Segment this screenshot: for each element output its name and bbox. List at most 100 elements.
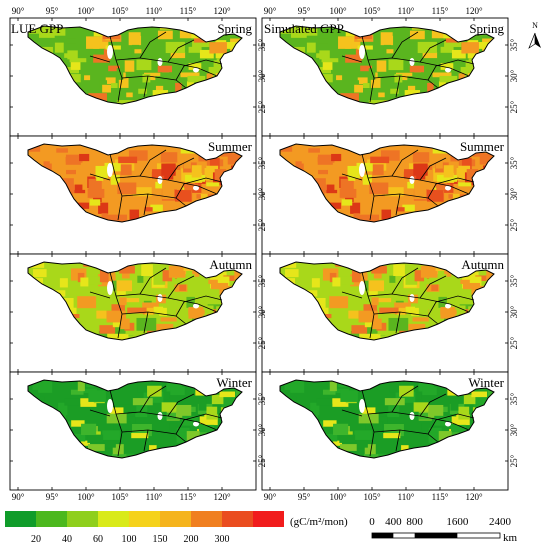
lat-tick-label: 25° xyxy=(257,336,267,349)
lat-tick-label: 35° xyxy=(509,392,519,405)
season-label-spring: Spring xyxy=(217,21,252,36)
season-label-summer: Summer xyxy=(460,139,505,154)
scalebar-label: 1600 xyxy=(446,516,469,528)
lon-tick-label: 120° xyxy=(465,492,483,502)
scalebar-label: 800 xyxy=(406,516,423,528)
lon-tick-label: 100° xyxy=(77,6,95,16)
lat-tick-label: 30° xyxy=(509,187,519,200)
map-panel-spring-simulated: Spring xyxy=(261,17,509,137)
season-label-spring: Spring xyxy=(469,21,504,36)
legend-swatch xyxy=(36,511,67,527)
scalebar-label: 0 xyxy=(369,516,375,528)
lon-tick-label: 120° xyxy=(465,6,483,16)
lat-tick-label: 35° xyxy=(509,38,519,51)
lat-tick-label: 25° xyxy=(257,218,267,231)
lon-tick-label: 110° xyxy=(146,6,163,16)
latitude-ticks: 35° 30° 25° 35° 30° 25° 35° 30° 25° 35° 30° 25° 35° 3… xyxy=(257,38,519,467)
lat-tick-label: 35° xyxy=(257,156,267,169)
legend-label: 100 xyxy=(122,534,137,545)
simulated-gpp-title: Simulated GPP xyxy=(264,21,344,36)
north-arrow-icon xyxy=(528,32,541,49)
lon-tick-label: 115° xyxy=(180,6,197,16)
legend-swatch xyxy=(67,511,98,527)
lon-tick-label: 90° xyxy=(264,6,277,16)
scalebar-label: 2400 xyxy=(489,516,512,528)
map-panel-spring-lue: Spring xyxy=(9,17,257,137)
season-label-summer: Summer xyxy=(208,139,253,154)
lat-tick-label: 30° xyxy=(509,305,519,318)
lat-tick-label: 30° xyxy=(257,187,267,200)
lue-gpp-title: LUE GPP xyxy=(11,21,63,36)
legend-swatch xyxy=(191,511,222,527)
legend-label: 200 xyxy=(184,534,199,545)
lat-tick-label: 25° xyxy=(509,454,519,467)
legend-label: 150 xyxy=(153,534,168,545)
lon-tick-label: 100° xyxy=(329,6,347,16)
longitude-ticks-bottom: 90° 95° 100° 105° 110° 115° 120° 90° 95° 100° 105°… xyxy=(12,492,483,502)
lat-tick-label: 25° xyxy=(509,336,519,349)
map-panel-winter-simulated: Winter xyxy=(261,371,509,491)
lat-tick-label: 25° xyxy=(257,454,267,467)
lon-tick-label: 110° xyxy=(146,492,163,502)
lat-tick-label: 25° xyxy=(509,218,519,231)
lon-tick-label: 100° xyxy=(329,492,347,502)
map-panel-winter-lue: Winter xyxy=(9,371,257,491)
lon-tick-label: 90° xyxy=(12,492,25,502)
legend-swatch xyxy=(222,511,253,527)
north-arrow-label: N xyxy=(532,21,538,30)
legend-label: 20 xyxy=(31,534,41,545)
lon-tick-label: 115° xyxy=(432,6,449,16)
legend-swatch xyxy=(129,511,160,527)
longitude-ticks-top: 90° 95° 100° 105° 110° 115° 120° 90° 95° 100° 105°… xyxy=(12,6,483,16)
lon-tick-label: 105° xyxy=(111,6,129,16)
lon-tick-label: 105° xyxy=(111,492,129,502)
color-legend: 20 40 60 100 150 200 300 xyxy=(5,511,284,545)
lon-tick-label: 115° xyxy=(180,492,197,502)
scale-bar: 0 400 800 1600 2400 km xyxy=(369,516,517,544)
legend-label: 60 xyxy=(93,534,103,545)
lon-tick-label: 110° xyxy=(398,492,415,502)
lat-tick-label: 25° xyxy=(257,100,267,113)
lat-tick-label: 30° xyxy=(509,69,519,82)
lat-tick-label: 35° xyxy=(509,156,519,169)
lon-tick-label: 95° xyxy=(46,6,59,16)
map-panel-autumn-lue: Autumn xyxy=(9,253,257,373)
legend-label: 300 xyxy=(215,534,230,545)
season-label-autumn: Autumn xyxy=(461,257,504,272)
lon-tick-label: 105° xyxy=(363,492,381,502)
scalebar-unit: km xyxy=(503,532,518,544)
lat-tick-label: 35° xyxy=(257,274,267,287)
map-panel-autumn-simulated: Autumn xyxy=(261,253,509,373)
map-panel-summer-lue: Summer xyxy=(9,135,257,255)
lon-tick-label: 90° xyxy=(12,6,25,16)
lat-tick-label: 35° xyxy=(257,392,267,405)
lon-tick-label: 95° xyxy=(46,492,59,502)
legend-swatch xyxy=(5,511,36,527)
lat-tick-label: 30° xyxy=(257,423,267,436)
lon-tick-label: 115° xyxy=(432,492,449,502)
lon-tick-label: 95° xyxy=(298,492,311,502)
legend-unit: (gC/m²/mon) xyxy=(290,516,348,528)
lat-tick-label: 30° xyxy=(257,305,267,318)
season-label-winter: Winter xyxy=(468,375,504,390)
lon-tick-label: 120° xyxy=(213,492,231,502)
lon-tick-label: 95° xyxy=(298,6,311,16)
lon-tick-label: 120° xyxy=(213,6,231,16)
lon-tick-label: 110° xyxy=(398,6,415,16)
lat-tick-label: 30° xyxy=(257,69,267,82)
lat-tick-label: 30° xyxy=(509,423,519,436)
map-panels: Spring Spring Summer Summer Autumn Autumn Wint… xyxy=(9,17,509,491)
map-panel-summer-simulated: Summer xyxy=(261,135,509,255)
lon-tick-label: 90° xyxy=(264,492,277,502)
lon-tick-label: 100° xyxy=(77,492,95,502)
legend-swatch xyxy=(160,511,191,527)
scalebar-label: 400 xyxy=(385,516,402,528)
lat-tick-label: 25° xyxy=(509,100,519,113)
season-label-autumn: Autumn xyxy=(209,257,252,272)
lat-tick-label: 35° xyxy=(257,38,267,51)
legend-label: 40 xyxy=(62,534,72,545)
season-label-winter: Winter xyxy=(216,375,252,390)
lon-tick-label: 105° xyxy=(363,6,381,16)
legend-swatch xyxy=(98,511,129,527)
